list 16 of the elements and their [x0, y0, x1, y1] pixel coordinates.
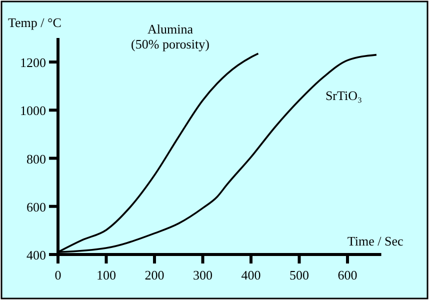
y-axis-title: Temp / °C — [8, 15, 62, 30]
y-tick-label: 600 — [26, 199, 46, 214]
text: Alumina (50% porosity) — [131, 22, 210, 52]
x-tick-label: 0 — [54, 268, 62, 282]
series-label: SrTiO₃ — [325, 88, 362, 103]
x-tick-label: 400 — [241, 268, 261, 282]
x-tick-label: 100 — [96, 268, 116, 282]
x-tick-label: 300 — [193, 268, 212, 282]
y-tick-label: 1000 — [20, 103, 46, 118]
y-tick-label: 1200 — [20, 55, 46, 70]
y-tick-label: 800 — [26, 151, 46, 166]
y-tick-label: 400 — [26, 248, 46, 262]
x-tick-label: 600 — [338, 268, 358, 282]
x-axis-title: Time / Sec — [347, 234, 404, 248]
x-tick-label: 500 — [290, 268, 309, 282]
x-tick-label: 200 — [144, 268, 164, 282]
